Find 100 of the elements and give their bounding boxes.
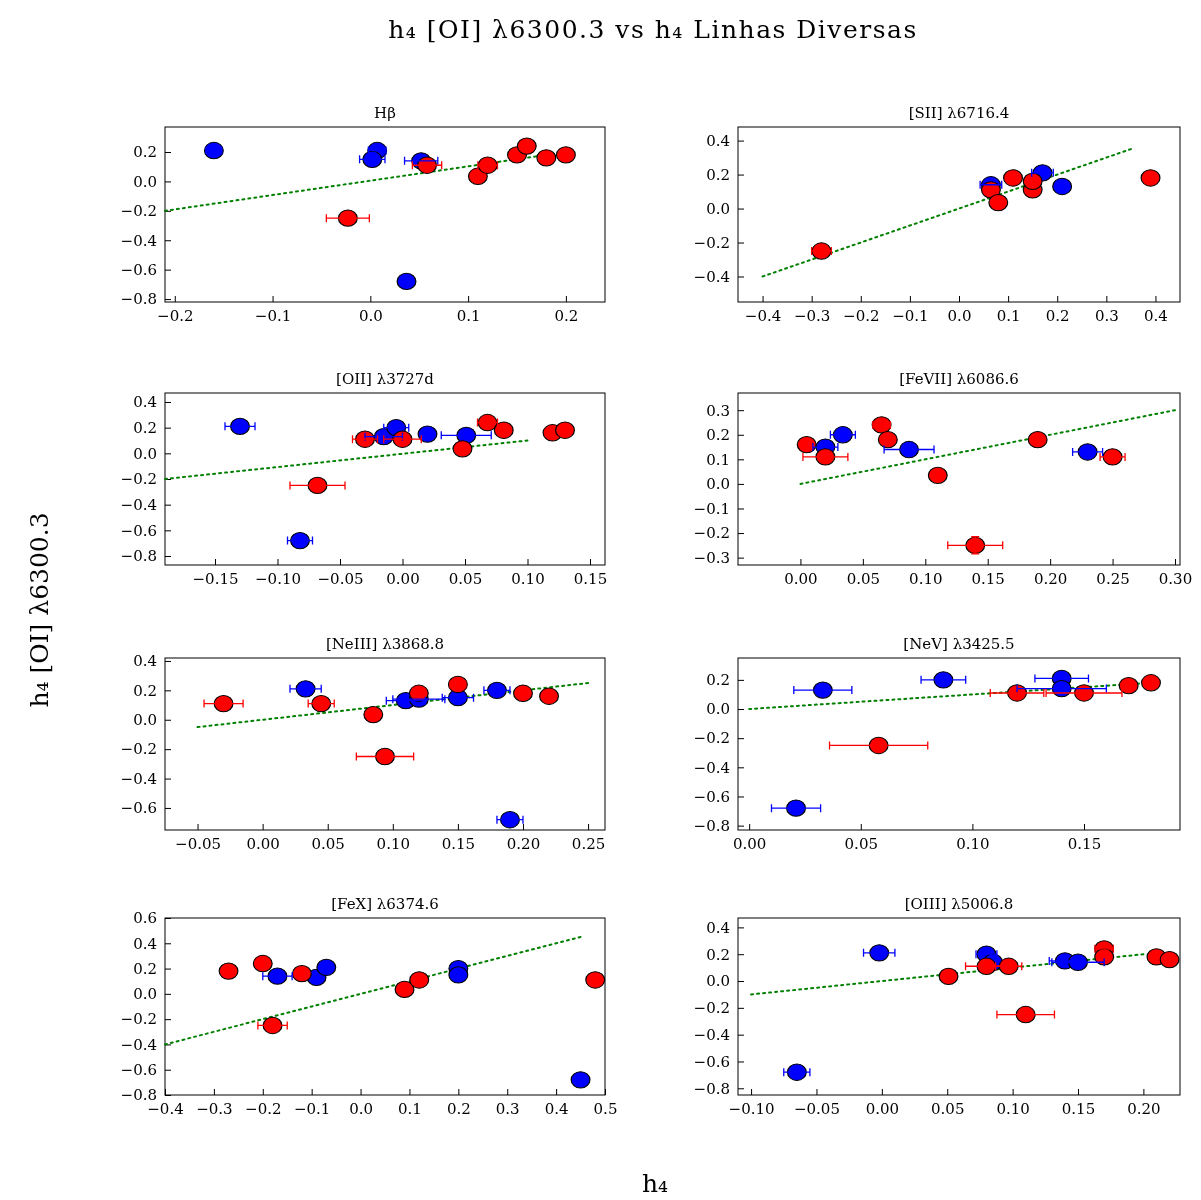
y-tick-label: 0.3 [706,401,730,420]
point [477,413,498,432]
y-tick-label: −0.6 [120,260,157,279]
x-tick-label: −0.4 [744,306,782,325]
x-tick-label: 0.3 [1094,306,1119,325]
point [203,141,224,160]
y-tick-label: 0.1 [706,450,730,469]
point [1140,169,1161,187]
point [290,531,310,550]
chart-title: [NeV] λ3425.5 [903,635,1015,653]
x-tick-label: 0.4 [1144,306,1168,325]
x-tick-label: 0.1 [996,306,1021,325]
y-tick-label: 0.4 [706,131,730,150]
y-tick-label: −0.6 [693,1052,730,1071]
y-tick-label: −0.1 [693,499,730,518]
point [467,167,488,185]
x-tick-label: 0.20 [506,834,541,853]
y-tick-label: 0.6 [133,909,157,928]
x-tick-label: −0.05 [793,1099,840,1118]
point [998,957,1019,975]
y-tick-label: 0.4 [133,934,157,953]
chart-title: [FeVII] λ6086.6 [899,370,1019,388]
point [899,440,919,459]
point [447,675,468,694]
text: h₄ [OI] λ6300.3 vs h₄ Linhas Diversas [388,15,918,44]
point [570,1071,591,1089]
y-tick-label: 0.4 [133,393,157,412]
x-tick-label: 0.10 [956,834,990,853]
x-tick-label: −0.05 [317,569,364,588]
point [262,1016,283,1035]
y-tick-label: −0.4 [693,1025,730,1044]
y-tick-label: −0.8 [693,816,730,835]
point [555,421,575,439]
point [375,747,395,766]
point [585,971,606,989]
x-tick-label: −0.2 [843,306,880,325]
y-tick-label: −0.6 [120,799,157,818]
point [1159,950,1180,969]
point [307,476,328,495]
point [362,150,383,169]
x-tick-label: 0.05 [311,834,345,853]
x-tick-label: 0.00 [246,834,280,853]
y-tick-label: 0.0 [706,475,730,494]
x-tick-label: 0.20 [1033,569,1068,588]
x-tick-label: 0.15 [1061,1099,1096,1118]
x-tick-label: −0.1 [293,1099,331,1118]
chart-title: [SII] λ6716.4 [908,104,1010,122]
x-tick-label: 0.3 [495,1099,520,1118]
y-tick-label: −0.2 [120,470,157,489]
y-tick-label: −0.4 [120,769,157,788]
y-tick-label: 0.2 [133,143,157,162]
y-tick-label: −0.2 [120,740,157,759]
point [536,149,557,167]
x-tick-label: 0.0 [947,306,972,325]
point [513,684,533,702]
x-tick-label: 0.0 [349,1099,373,1118]
y-tick-label: 0.0 [133,172,157,191]
point [213,694,234,713]
y-tick-label: 0.2 [706,671,730,690]
x-tick-label: 0.00 [784,569,818,588]
x-tick-label: 0.15 [971,569,1005,588]
x-tick-label: −0.05 [175,834,222,853]
point [516,137,537,155]
y-tick-label: 0.0 [133,985,157,1004]
x-tick-label: −0.10 [728,1099,775,1118]
y-tick-label: −0.4 [693,758,730,777]
y-tick-label: 0.2 [706,165,730,184]
y-tick-label: 0.0 [706,972,730,991]
y-tick-label: 0.2 [133,681,157,700]
y-tick-label: −0.2 [693,999,730,1018]
x-tick-label: 0.1 [456,306,481,325]
y-tick-label: −0.2 [120,1010,157,1029]
y-tick-label: −0.4 [120,1035,157,1054]
x-tick-label: 0.05 [846,569,881,588]
text: h₄ [641,1169,669,1198]
point [832,426,853,444]
point [291,964,312,983]
point [230,417,250,436]
chart-title: [NeIII] λ3868.8 [325,635,445,653]
point [311,694,332,713]
x-tick-label: 0.25 [571,834,606,853]
x-tick-label: 0.15 [573,569,608,588]
point [1094,948,1115,966]
x-tick-label: −0.2 [245,1099,282,1118]
x-tick-label: 0.00 [732,834,767,853]
x-tick-label: 0.2 [446,1099,471,1118]
y-tick-label: 0.0 [706,700,730,719]
point [487,681,507,700]
point [868,736,889,755]
y-tick-label: −0.6 [120,1061,157,1080]
x-tick-label: −0.10 [255,569,301,588]
x-tick-label: 0.05 [448,569,483,588]
point [316,958,337,977]
point [477,156,498,174]
x-tick-label: −0.3 [793,306,831,325]
point [500,811,520,829]
chart-title: [OII] λ3727d [336,370,435,388]
y-tick-label: 0.2 [133,418,157,437]
x-tick-label: 0.15 [1067,834,1102,853]
point [811,242,832,260]
